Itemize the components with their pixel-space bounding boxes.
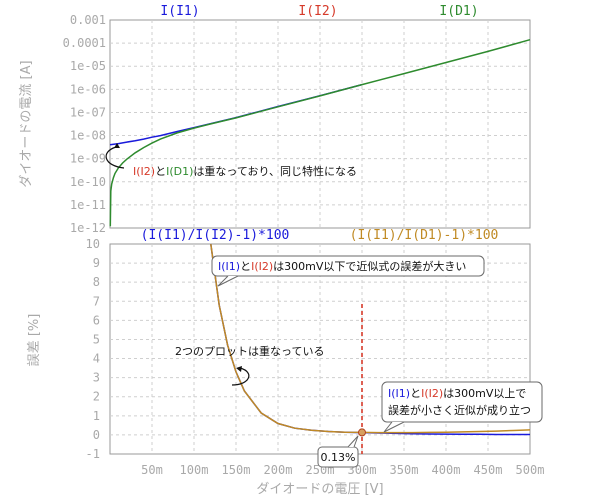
top-y-tick-label: 1e-08 [70,129,106,143]
bottom-y-tick-label: 9 [93,256,100,270]
top-annotation-arrow [105,146,125,169]
callout-text-large-error-part: I(I1) [218,260,240,273]
top-annotation-text-part: I(D1) [166,165,193,178]
top-annotation-text: I(I2)とI(D1)は重なっており、同じ特性になる [133,164,357,178]
bottom-y-axis-label: 誤差 [%] [26,314,42,367]
bottom-x-tick-label: 500m [516,463,545,477]
top-y-tick-label: 1e-12 [70,221,106,235]
top-y-tick-label: 1e-11 [70,198,106,212]
bottom-y-tick-label: 5 [93,332,100,346]
top-y-axis-label: ダイオードの電流 [A] [19,60,34,187]
callout-text-small-error-line2: 誤差が小さく近似が成り立つ [388,403,531,417]
bottom-y-tick-label: 2 [93,390,100,404]
top-trace-label: I(I2) [298,4,337,19]
callout-text-large-error: I(I1)とI(I2)は300mV以下で近似式の誤差が大きい [218,259,466,273]
bottom-trace-label: (I(I1)/I(I2)-1)*100 [141,228,290,243]
bottom-x-tick-label: 200m [264,463,293,477]
callout-text-small-error-line2-part: 誤差が小さく近似が成り立つ [388,403,531,417]
callout-text-large-error-part: I(I2) [251,260,273,273]
top-y-tick-label: 1e-05 [70,59,106,73]
top-y-tick-label: 1e-07 [70,105,106,119]
bottom-x-tick-label: 350m [390,463,419,477]
value-label-text-part: 0.13% [321,451,356,464]
top-annotation-text-part: I(I2) [133,165,155,178]
callout-text-large-error-part: は300mV以下で近似式の誤差が大きい [273,259,466,273]
top-trace-label: I(D1) [439,4,478,19]
value-label-box [317,446,359,468]
callout-text-small-error-line1-part: I(I1) [388,387,410,400]
top-y-tick-label: 1e-09 [70,152,106,166]
bottom-y-tick-label: 10 [86,237,100,251]
bottom-y-tick-label: 3 [93,371,100,385]
top-y-tick-label: 1e-06 [70,82,106,96]
bottom-y-tick-label: 8 [93,275,100,289]
top-annotation-text-part: と [155,165,166,178]
callout-box-small-error [381,381,543,423]
bottom-y-tick-label: 7 [93,294,100,308]
overlap-annotation-arrow [231,367,250,386]
bottom-x-tick-label: 50m [141,463,163,477]
top-annotation-text-part: は重なっており、同じ特性になる [193,164,357,178]
top-y-tick-label: 0.0001 [63,36,106,50]
callout-text-small-error-line1-part: I(I2) [421,387,443,400]
overlap-annotation-text-part: 2つのプロットは重なっている [175,344,324,358]
callout-pointer-large-error [217,275,239,287]
bottom-y-tick-label: 4 [93,352,100,366]
bottom-x-axis-label: ダイオードの電圧 [V] [256,482,383,497]
overlap-annotation-text: 2つのプロットは重なっている [175,344,324,358]
bottom-y-tick-label: 6 [93,313,100,327]
top-trace-label: I(I1) [160,4,199,19]
top-y-tick-label: 1e-10 [70,175,106,189]
callout-text-large-error-part: と [240,260,251,273]
bottom-x-tick-label: 450m [474,463,503,477]
callout-text-small-error-line1-part: と [410,387,421,400]
bottom-trace-label: (I(I1)/I(D1)-1)*100 [350,228,499,243]
bottom-x-tick-label: 400m [432,463,461,477]
bottom-y-tick-label: -1 [86,447,100,461]
callout-text-small-error-line1-part: は300mV以上で [443,387,526,400]
callout-box-large-error [211,255,485,277]
series-line-err-d1 [210,243,531,434]
bottom-y-tick-label: 1 [93,409,100,423]
bottom-x-tick-label: 150m [222,463,251,477]
top-y-tick-label: 0.001 [70,13,106,27]
callout-text-small-error-line1: I(I1)とI(I2)は300mV以上で [388,387,526,400]
value-label-pointer [347,435,359,448]
bottom-x-tick-label: 100m [180,463,209,477]
overlap-annotation-arrowhead [236,366,242,372]
top-annotation-arrowhead [114,143,120,148]
marker-point [358,428,366,437]
bottom-y-tick-label: 0 [93,428,100,442]
callout-pointer-small-error [383,421,405,433]
series-line-i-d1 [109,38,531,227]
value-label-text: 0.13% [321,451,356,464]
